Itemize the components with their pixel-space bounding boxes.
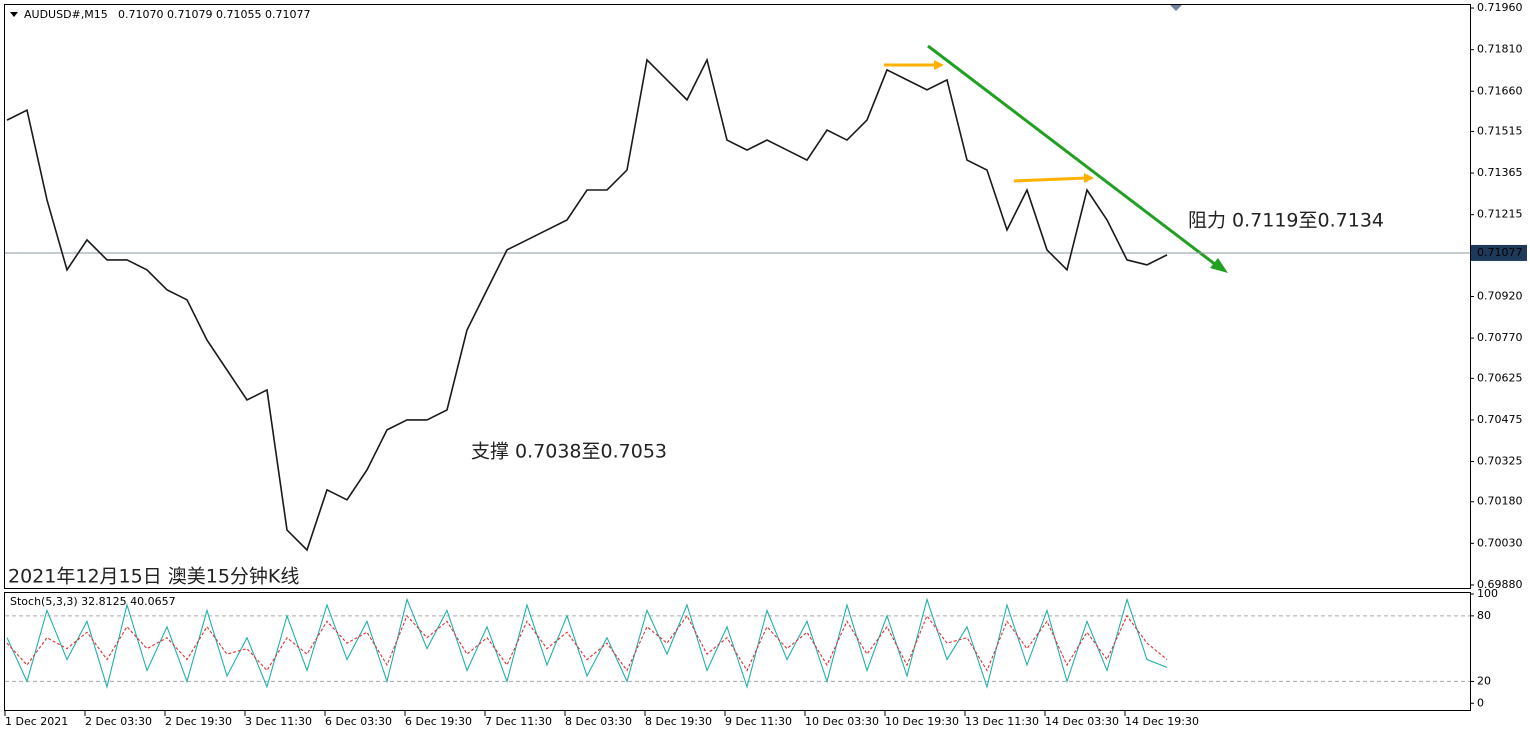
x-tick-label: 9 Dec 11:30 [725, 715, 792, 728]
series-line [6, 57, 1168, 552]
y-tick-label: 0.71660 [1477, 84, 1523, 97]
x-tick-label: 7 Dec 11:30 [485, 715, 552, 728]
x-tick-label: 6 Dec 03:30 [325, 715, 392, 728]
series-line [6, 614, 1168, 672]
x-tick-label: 10 Dec 03:30 [805, 715, 879, 728]
x-tick-label: 14 Dec 03:30 [1045, 715, 1119, 728]
shift-marker [1170, 5, 1182, 11]
series-line [6, 597, 1168, 689]
ohlc: 0.71070 0.71079 0.71055 0.71077 [118, 8, 310, 21]
annotation: 阻力 0.7119至0.7134 [1188, 210, 1384, 232]
x-tick-label: 10 Dec 19:30 [885, 715, 959, 728]
x-tick-label: 2 Dec 03:30 [85, 715, 152, 728]
x-tick-label: 3 Dec 11:30 [245, 715, 312, 728]
level-arrow [1013, 176, 1087, 183]
y-tick-label: 20 [1477, 674, 1491, 687]
y-tick-label: 0.70180 [1477, 495, 1523, 508]
y-tick-label: 0.70920 [1477, 290, 1523, 303]
y-tick-label: 0.70770 [1477, 331, 1523, 344]
y-tick-label: 0.71810 [1477, 43, 1523, 56]
y-tick-label: 80 [1477, 609, 1491, 622]
indicator-title: Stoch(5,3,3) 32.8125 40.0657 [10, 595, 176, 608]
stoch-frame [4, 592, 1471, 711]
y-tick-label: 0.69880 [1477, 578, 1523, 591]
symbol: AUDUSD#,M15 [24, 8, 108, 21]
x-tick-label: 6 Dec 19:30 [405, 715, 472, 728]
y-tick-label: 0.71215 [1477, 208, 1523, 221]
y-tick-label: 0.71515 [1477, 124, 1523, 137]
annotation: 2021年12月15日 澳美15分钟K线 [8, 566, 299, 588]
x-tick-label: 8 Dec 19:30 [645, 715, 712, 728]
x-tick-label: 2 Dec 19:30 [165, 715, 232, 728]
trend-arrow [1210, 258, 1228, 273]
y-tick-label: 0.70625 [1477, 371, 1523, 384]
current-price-label: 0.71077 [1477, 246, 1523, 259]
level-arrowhead [1084, 173, 1094, 183]
y-tick-label: 0.71365 [1477, 166, 1523, 179]
annotation: 支撑 0.7038至0.7053 [471, 441, 667, 463]
y-tick-label: 100 [1477, 587, 1498, 600]
level-arrowhead [934, 60, 944, 70]
y-tick-label: 0 [1477, 696, 1484, 709]
x-tick-label: 8 Dec 03:30 [565, 715, 632, 728]
current-price-box [1471, 244, 1527, 261]
y-tick-label: 0.70325 [1477, 455, 1523, 468]
y-tick-label: 0.70475 [1477, 413, 1523, 426]
trend-line [927, 44, 1221, 270]
y-tick-label: 0.70030 [1477, 536, 1523, 549]
menu-arrow [10, 12, 18, 17]
x-tick-label: 14 Dec 19:30 [1125, 715, 1199, 728]
y-tick-label: 0.71960 [1477, 1, 1523, 14]
x-tick-label: 13 Dec 11:30 [965, 715, 1039, 728]
x-tick-label: 1 Dec 2021 [5, 715, 68, 728]
